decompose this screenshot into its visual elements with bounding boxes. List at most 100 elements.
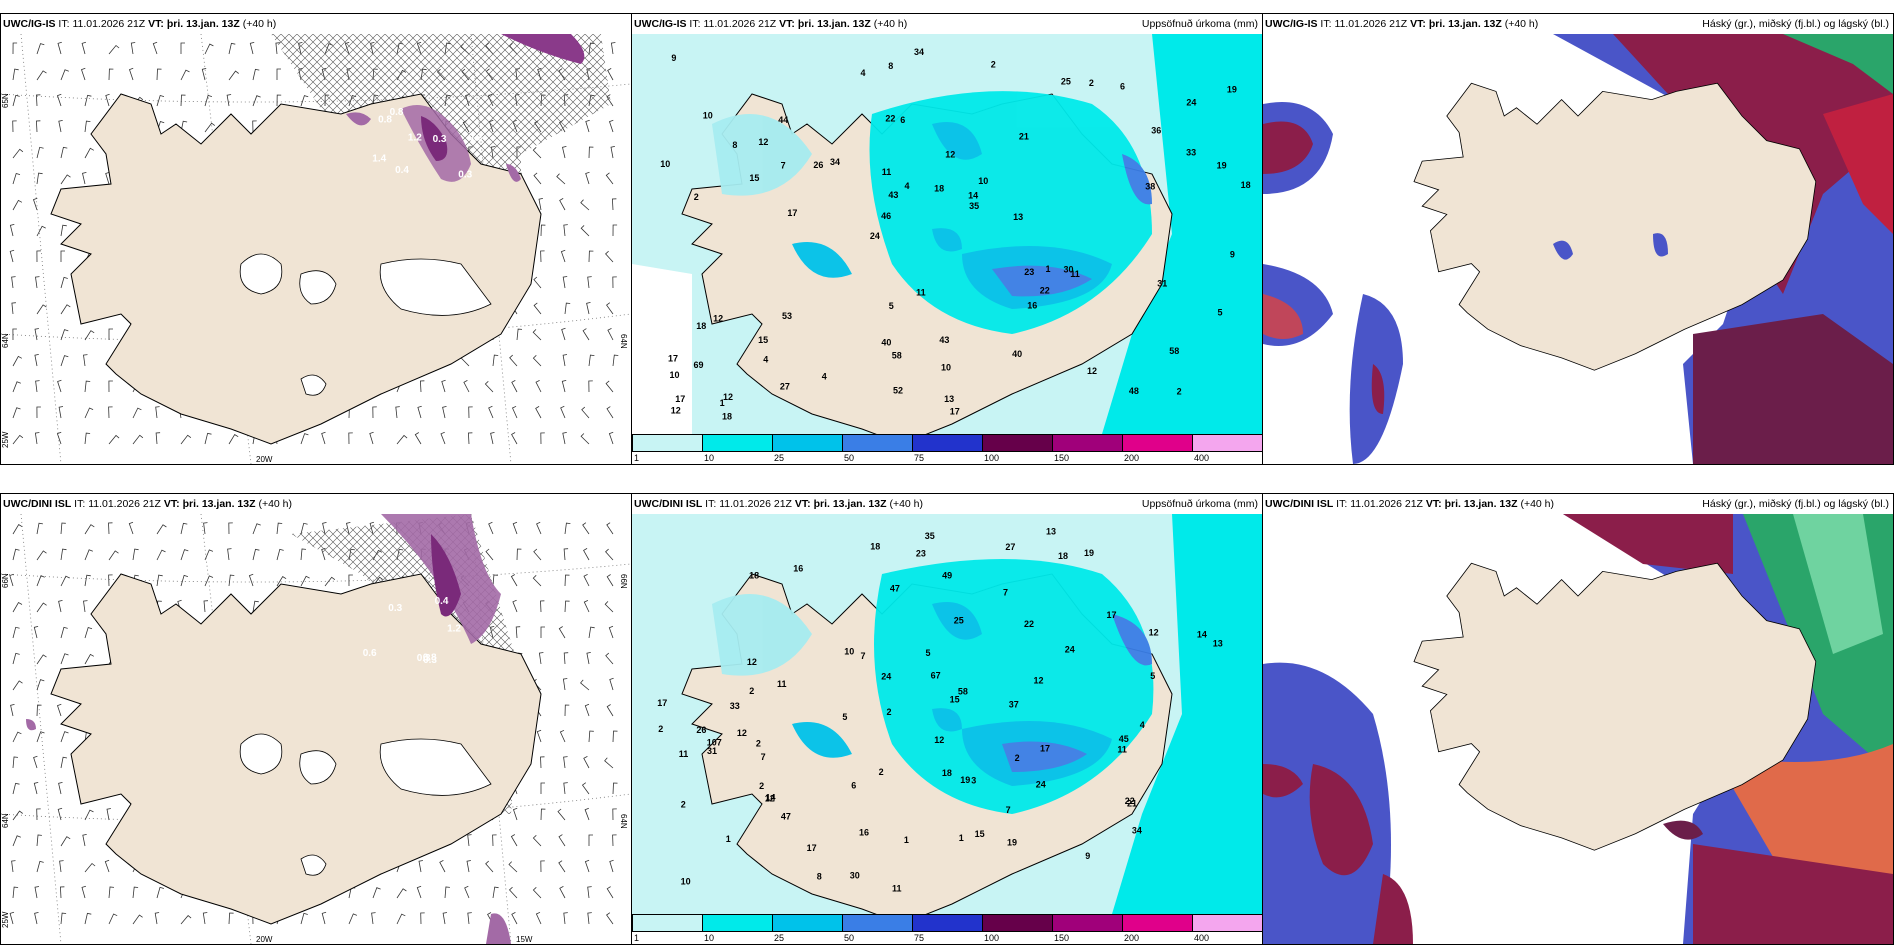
vt-label: VT: (163, 498, 180, 510)
wind-barb (228, 434, 239, 445)
wind-barb (108, 434, 120, 445)
wind-barb (83, 354, 88, 367)
precip-value: 12 (945, 150, 955, 160)
wind-barb (228, 522, 233, 535)
lead-time: (+40 h) (873, 18, 908, 30)
precip-value: 38 (1145, 181, 1155, 191)
wind-barb (532, 329, 542, 341)
wind-barb (57, 807, 63, 821)
wind-barb (180, 69, 190, 81)
panel-header: UWC/DINI ISL IT: 11.01.2026 21Z VT: þri.… (1, 494, 631, 514)
wind-barb (510, 834, 518, 847)
wind-barb (587, 912, 592, 925)
wind-barb (35, 380, 40, 393)
wind-barb (9, 249, 15, 263)
vt-label: VT: (1425, 498, 1442, 510)
valid-time: þri. 13.jan. 13Z (1444, 498, 1518, 510)
colorbar-swatch (772, 434, 843, 452)
wind-barb (108, 44, 120, 55)
wind-barb (252, 120, 257, 133)
gust-value: 0.3 (433, 134, 447, 145)
precip-value: 12 (1087, 366, 1097, 376)
wind-barb (511, 405, 518, 419)
wind-barb (12, 524, 23, 535)
precip-value: 17 (1040, 744, 1050, 754)
wind-barb (561, 327, 566, 341)
wind-barb (60, 653, 69, 665)
wind-barb (587, 276, 592, 289)
wind-barb (84, 626, 93, 639)
wind-barb (584, 807, 590, 821)
axis-labels: 66N 64N 25W 20W 15W 66N 64N (1, 573, 628, 944)
wind-barb (156, 549, 166, 561)
wind-barb (81, 885, 87, 899)
precip-value: 1 (904, 835, 909, 845)
precip-value: 2 (879, 767, 884, 777)
colorbar-swatch (912, 914, 983, 932)
wind-barb (558, 860, 566, 873)
precip-value: 27 (1005, 542, 1015, 552)
wind-barb (58, 120, 63, 133)
model-name: UWC/IG-IS (634, 18, 687, 30)
wind-map: 0.8 0.3 1.2 0.3 1.4 0.8 0.3 0.4 65N 64N 25W 20W… (1, 34, 631, 464)
wind-barb (12, 42, 18, 55)
precip-value: 16 (793, 563, 803, 573)
wind-barb (511, 912, 518, 925)
precip-value: 12 (737, 728, 747, 738)
precip-value: 12 (1034, 675, 1044, 685)
wind-barb (516, 548, 522, 561)
lat-label: 64N (619, 814, 628, 829)
colorbar-label: 150 (1054, 933, 1070, 943)
wind-barb (369, 431, 374, 445)
precip-value: 8 (888, 61, 893, 71)
wind-barb (108, 380, 113, 393)
wind-barb (180, 574, 189, 587)
precip-value: 2 (759, 781, 764, 791)
wind-barb (60, 522, 66, 535)
wind-barb (484, 381, 494, 393)
wind-barb (485, 860, 494, 873)
wind-barb (490, 432, 495, 445)
wind-map-svg: 0.8 0.3 1.2 0.3 1.4 0.8 0.3 0.4 65N 64N 25W 20W… (1, 34, 631, 464)
precip-value: 17 (807, 843, 817, 853)
precip-value: 25 (1061, 76, 1071, 86)
wind-barb (12, 548, 20, 561)
precip-value: 14 (1197, 630, 1207, 640)
precip-value: 19 (1227, 85, 1237, 95)
wind-barb (105, 93, 110, 107)
model-name: UWC/DINI ISL (1265, 498, 1334, 510)
wind-barb (36, 602, 47, 613)
wind-barb (441, 379, 446, 393)
precip-panel-bottom: UWC/DINI ISL IT: 11.01.2026 21Z VT: þri.… (631, 493, 1263, 945)
precip-value: 4 (1140, 720, 1145, 730)
precip-value: 11 (1070, 269, 1080, 279)
wind-barb (36, 43, 45, 55)
colorbar-swatch (702, 434, 773, 452)
wind-barb (33, 782, 39, 795)
wind-barb (252, 600, 259, 613)
wind-barb (59, 886, 65, 899)
wind-barb (12, 68, 19, 81)
wind-barb (562, 432, 567, 445)
precip-value: 8 (817, 871, 822, 881)
colorbar-swatch (982, 914, 1053, 932)
wind-panel-top: UWC/IG-IS IT: 11.01.2026 21Z VT: þri. 13… (0, 13, 632, 465)
precip-value: 18 (749, 571, 759, 581)
wind-barb (180, 915, 192, 925)
wind-barb (300, 522, 308, 535)
wind-barb (156, 574, 163, 587)
precip-value: 2 (694, 192, 699, 202)
precip-value: 5 (842, 712, 847, 722)
wind-barb (324, 576, 336, 587)
wind-barb (606, 522, 614, 535)
wind-barb (321, 431, 326, 445)
precip-value: 6 (900, 115, 905, 125)
precip-map: 1 19 16 17 19 11 7 14 12 24 26 35 24 15 11 18 34 17 12 30 19… (632, 514, 1262, 914)
wind-barb (12, 173, 21, 185)
it-label: IT: (689, 18, 701, 30)
precip-value: 2 (681, 799, 686, 809)
lon-label: 20W (256, 455, 273, 464)
wind-barb (12, 407, 21, 419)
wind-barb (11, 860, 16, 873)
wind-barb (204, 122, 216, 133)
